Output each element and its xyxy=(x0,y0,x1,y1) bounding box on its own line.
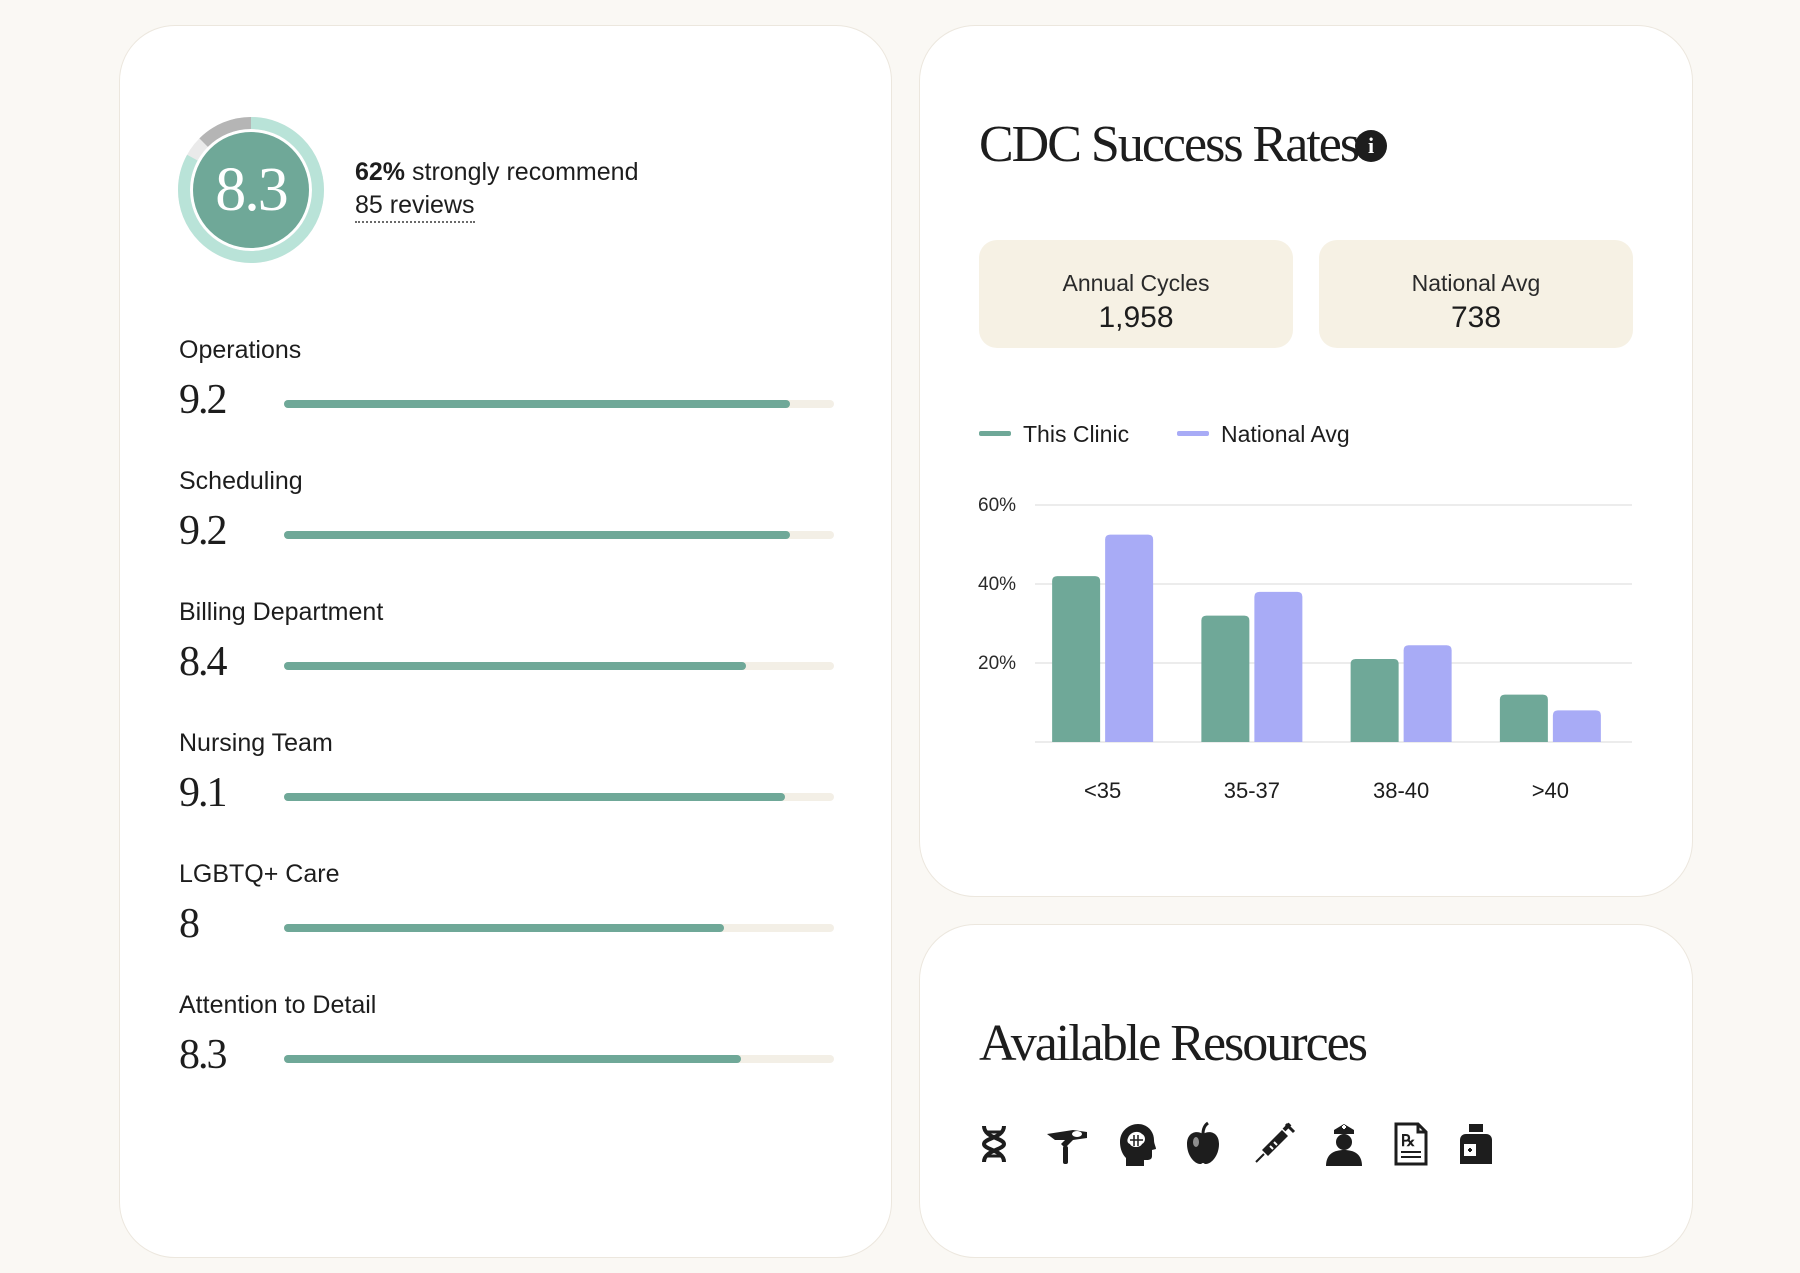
medicine-bottle-icon xyxy=(1452,1120,1500,1168)
rating-bar xyxy=(284,400,834,408)
stat-value: 738 xyxy=(1450,301,1502,334)
bar-national-avg xyxy=(1403,645,1452,742)
y-tick-label: 60% xyxy=(978,495,1016,516)
rating-bar-fill xyxy=(284,662,746,670)
rating-attention-to-detail: Attention to Detail 8.3 xyxy=(179,991,834,1101)
syringe-icon xyxy=(1250,1120,1298,1168)
recommend-summary: 62% strongly recommend xyxy=(355,158,638,187)
recommend-percent: 62% xyxy=(355,158,406,186)
nurse-icon xyxy=(1320,1120,1368,1168)
rating-bar xyxy=(284,1055,834,1063)
x-tick-label: >40 xyxy=(1532,778,1569,803)
stat-label: National Avg xyxy=(1411,270,1541,296)
prescription-icon: ℞ xyxy=(1386,1120,1434,1168)
rating-label: LGBTQ+ Care xyxy=(179,860,340,888)
national-avg-stat: National Avg 738 xyxy=(1319,240,1633,348)
rating-value: 9.2 xyxy=(179,508,227,554)
recommend-text: strongly recommend xyxy=(405,158,639,186)
rating-bar xyxy=(284,924,834,932)
hand-pill-icon xyxy=(1043,1120,1091,1168)
bar-this-clinic xyxy=(1350,659,1399,742)
rating-label: Billing Department xyxy=(179,598,384,626)
bar-this-clinic xyxy=(1052,576,1101,742)
y-tick-label: 40% xyxy=(978,574,1016,595)
legend-national-avg: National Avg xyxy=(1177,421,1350,448)
rating-bar-fill xyxy=(284,531,790,539)
rating-label: Nursing Team xyxy=(179,729,333,757)
rating-value: 8.4 xyxy=(179,639,227,685)
score-ring xyxy=(178,117,324,263)
rating-label: Scheduling xyxy=(179,467,303,495)
cdc-success-card xyxy=(919,25,1693,897)
rating-label: Operations xyxy=(179,336,302,364)
bar-national-avg xyxy=(1552,710,1601,742)
info-icon[interactable]: i xyxy=(1355,130,1387,162)
cdc-title: CDC Success Rates xyxy=(979,116,1360,173)
apple-icon xyxy=(1179,1120,1227,1168)
rating-billing-department: Billing Department 8.4 xyxy=(179,598,834,708)
success-rate-chart: 20% 40% 60% <35 35-37 38-40 >40 xyxy=(978,495,1632,803)
rating-value: 9.2 xyxy=(179,377,227,423)
reviews-link[interactable]: 85 reviews xyxy=(355,191,475,223)
rating-bar-fill xyxy=(284,1055,741,1063)
x-tick-label: 38-40 xyxy=(1373,778,1429,803)
legend-this-clinic: This Clinic xyxy=(979,421,1129,448)
available-resources-card xyxy=(919,924,1693,1258)
legend-label: National Avg xyxy=(1221,421,1350,447)
y-tick-label: 20% xyxy=(978,653,1016,674)
bar-national-avg xyxy=(1254,591,1303,742)
legend-swatch xyxy=(979,431,1011,437)
rating-bar-fill xyxy=(284,924,724,932)
rating-bar-fill xyxy=(284,400,790,408)
rating-bar xyxy=(284,531,834,539)
bar-this-clinic xyxy=(1499,694,1548,742)
rating-operations: Operations 9.2 xyxy=(179,336,834,446)
rating-label: Attention to Detail xyxy=(179,991,377,1019)
rating-bar-fill xyxy=(284,793,785,801)
brain-icon xyxy=(1112,1120,1160,1168)
x-tick-label: <35 xyxy=(1084,778,1121,803)
legend-swatch xyxy=(1177,431,1209,437)
dna-icon xyxy=(970,1120,1018,1168)
rating-value: 8.3 xyxy=(179,1032,227,1078)
rating-scheduling: Scheduling 9.2 xyxy=(179,467,834,577)
stat-value: 1,958 xyxy=(1098,301,1174,334)
bar-national-avg xyxy=(1105,534,1154,742)
svg-text:℞: ℞ xyxy=(1401,1133,1415,1150)
overall-score: 8.3 xyxy=(215,155,289,224)
resources-title: Available Resources xyxy=(979,1015,1368,1072)
rating-nursing-team: Nursing Team 9.1 xyxy=(179,729,834,839)
rating-lgbtq-care: LGBTQ+ Care 8 xyxy=(179,860,834,970)
rating-bar xyxy=(284,662,834,670)
annual-cycles-stat: Annual Cycles 1,958 xyxy=(979,240,1293,348)
bar-this-clinic xyxy=(1201,615,1250,742)
stat-label: Annual Cycles xyxy=(1062,270,1210,296)
rating-value: 8 xyxy=(179,901,200,947)
x-tick-label: 35-37 xyxy=(1224,778,1280,803)
rating-value: 9.1 xyxy=(179,770,227,816)
legend-label: This Clinic xyxy=(1023,421,1130,447)
rating-bar xyxy=(284,793,834,801)
